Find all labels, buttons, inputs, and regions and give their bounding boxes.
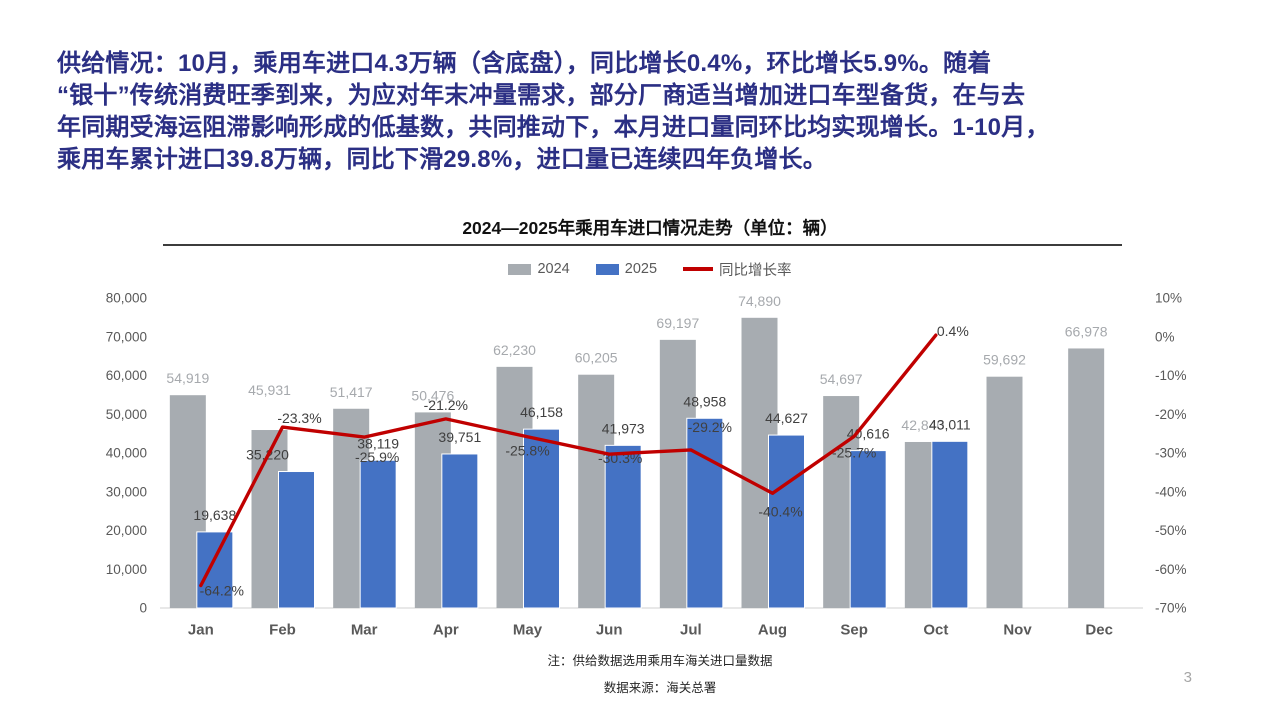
label-growth-apr: -21.2% [424,397,468,413]
right-axis-tick: 0% [1155,329,1175,344]
bar-2025-oct [931,440,969,609]
label-growth-sep: -25.7% [832,444,876,460]
left-axis-tick: 10,000 [106,562,147,577]
label-2024-nov: 59,692 [983,352,1026,368]
legend-swatch-2025 [595,263,619,275]
label-2024-aug: 74,890 [738,293,781,309]
left-axis-tick: 30,000 [106,484,147,499]
headline-text: 供给情况：10月，乘用车进口4.3万辆（含底盘），同比增长0.4%，环比增长5.… [57,48,1227,176]
label-growth-feb: -23.3% [277,410,321,426]
left-axis-tick: 70,000 [106,329,147,344]
headline-line-1: 供给情况：10月，乘用车进口4.3万辆（含底盘），同比增长0.4%，环比增长5.… [57,50,992,77]
right-axis-tick: 10% [1155,291,1182,306]
label-2025-mar: 38,119 [357,435,399,451]
bar-2025-jan [196,531,234,609]
legend-label-growth: 同比增长率 [719,262,792,279]
month-label-may: May [513,622,543,639]
headline-line-4: 乘用车累计进口39.8万辆，同比下滑29.8%，进口量已连续四年负增长。 [57,146,827,173]
bar-2025-jun [604,444,642,609]
right-axis-tick: -60% [1155,562,1187,577]
month-label-dec: Dec [1085,622,1113,639]
growth-rate-line [199,333,938,588]
chart-note: 注：供给数据选用乘用车海关进口量数据 [547,654,773,668]
label-growth-jul: -29.2% [688,419,732,435]
legend-swatch-2024 [508,263,532,275]
bar-2025-jul [686,417,724,609]
left-axis-tick: 50,000 [106,407,147,422]
headline-line-2: “银十”传统消费旺季到来，为应对年末冲量需求，部分厂商适当增加进口车型备货，在与… [57,82,1026,109]
month-label-sep: Sep [840,622,868,639]
left-axis-tick: 40,000 [106,446,147,461]
label-2025-oct: 43,011 [929,416,971,432]
label-2024-jun: 60,205 [575,350,618,366]
month-label-jan: Jan [188,622,214,639]
right-axis-tick: -30% [1155,446,1187,461]
legend-label-2025: 2025 [624,261,658,277]
bar-2025-apr [441,453,479,609]
label-2024-oct: 42,840 [901,417,944,433]
label-2024-feb: 45,931 [248,382,291,398]
right-axis-tick: -20% [1155,407,1187,422]
legend-item-2025: 2025 [595,261,658,277]
left-axis-tick: 80,000 [106,291,147,306]
bar-2025-feb [278,471,316,609]
label-growth-may: -25.8% [505,443,549,459]
left-axis-tick: 0 [139,601,147,616]
label-growth-mar: -25.9% [355,449,399,465]
label-growth-aug: -40.4% [758,503,802,519]
legend-item-2024: 2024 [508,261,570,277]
page-number: 3 [1183,669,1192,686]
headline-line-3: 年同期受海运阻滞影响形成的低基数，共同推动下，本月进口量同环比均实现增长。1-1… [57,114,1050,141]
right-axis-tick: -70% [1155,601,1187,616]
month-label-jun: Jun [596,622,623,639]
bar-2025-sep [849,450,887,609]
label-2025-may: 46,158 [520,404,563,420]
month-label-mar: Mar [351,622,378,639]
right-axis-tick: -10% [1155,368,1187,383]
chart-title: 2024—2025年乘用车进口情况走势（单位：辆） [462,218,838,238]
chart-legend: 2024 2025 同比增长率 [160,259,1140,280]
month-label-oct: Oct [923,622,948,639]
label-2025-sep: 40,616 [847,426,890,442]
bar-2025-mar [359,459,397,609]
right-axis-tick: -50% [1155,523,1187,538]
label-2024-dec: 66,978 [1065,323,1108,339]
label-2024-mar: 51,417 [330,384,373,400]
right-axis-tick: -40% [1155,484,1187,499]
label-2024-jan: 54,919 [166,370,209,386]
bar-2024-dec [1068,348,1105,608]
label-2025-jul: 48,958 [683,393,726,409]
source-note: 数据来源：海关总署 [603,681,717,695]
label-growth-jan: -64.2% [200,583,244,599]
month-label-aug: Aug [758,622,787,639]
chart-title-underline [163,244,1122,246]
label-2025-apr: 39,751 [438,429,481,445]
legend-item-growth: 同比增长率 [683,259,792,280]
label-growth-oct: 0.4% [937,323,969,339]
left-axis-tick: 20,000 [106,523,147,538]
label-2024-sep: 54,697 [820,371,863,387]
label-2025-aug: 44,627 [765,410,808,426]
month-label-nov: Nov [1003,622,1032,639]
label-2024-jul: 69,197 [656,315,699,331]
month-label-jul: Jul [680,622,702,639]
bar-2025-may [523,428,561,609]
bar-2025-aug [768,434,806,609]
label-2025-jan: 19,638 [193,507,236,523]
label-2025-jun: 41,973 [602,420,645,436]
label-2024-may: 62,230 [493,342,536,358]
legend-label-2024: 2024 [537,261,570,277]
month-label-apr: Apr [433,622,459,639]
month-label-feb: Feb [269,622,296,639]
bar-2024-nov [986,376,1023,608]
label-2024-apr: 50,476 [411,387,454,403]
left-axis-tick: 60,000 [106,368,147,383]
legend-swatch-growth-line [683,267,714,271]
